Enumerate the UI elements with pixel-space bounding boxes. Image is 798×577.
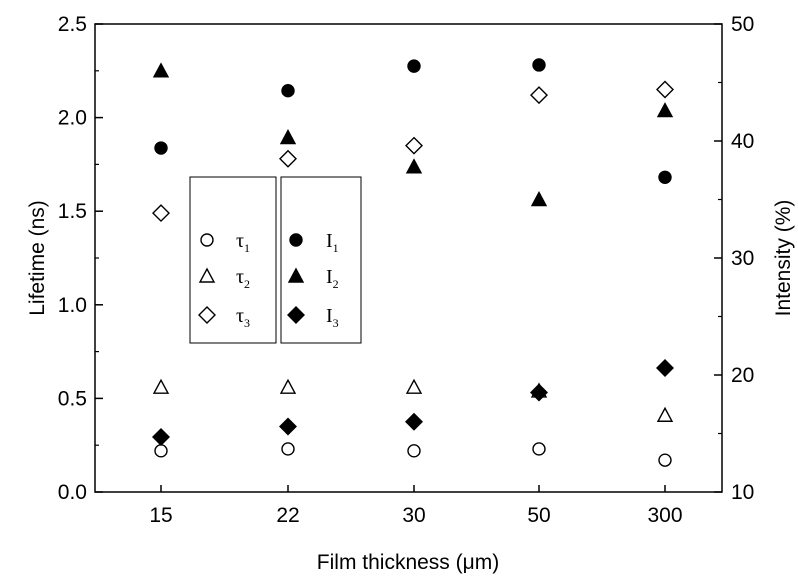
- legend-label: I1: [326, 230, 339, 255]
- y2-tick-label: 40: [731, 130, 754, 153]
- legend-marker: [200, 233, 214, 247]
- legend-marker: [287, 267, 305, 283]
- legend-label: τ3: [236, 305, 250, 330]
- data-point-diamond: [152, 428, 170, 446]
- data-point-triangle: [656, 406, 674, 422]
- legend-box-intensity: [280, 176, 362, 344]
- data-point-triangle: [279, 378, 297, 394]
- y2-tick-label: 20: [731, 364, 754, 387]
- y-tick-label: 1.0: [58, 294, 87, 317]
- legend-box-lifetime: [189, 176, 277, 344]
- data-point-circle: [658, 453, 672, 467]
- data-point-diamond: [656, 80, 674, 99]
- x-tick-label: 30: [402, 504, 425, 527]
- data-point-triangle: [405, 378, 423, 394]
- x-tick-label: 22: [276, 504, 299, 527]
- data-point-diamond: [405, 136, 423, 155]
- data-point-diamond: [279, 417, 297, 436]
- y-tick-label: 0.5: [58, 387, 87, 410]
- data-point-circle: [281, 83, 295, 98]
- y2-axis-ticks: 10 20 30 40 50: [714, 13, 754, 504]
- data-point-triangle: [656, 102, 674, 118]
- y-tick-label: 2.0: [58, 107, 87, 130]
- data-point-diamond: [152, 204, 170, 223]
- x-axis-ticks: 15 22 30 50 300: [149, 485, 683, 527]
- data-point-diamond: [405, 412, 423, 431]
- y-axis-ticks: 0.0 0.5 1.0 1.5 2.0 2.5: [58, 13, 103, 504]
- legend-marker: [198, 306, 216, 324]
- data-point-triangle: [530, 191, 548, 207]
- x-tick-label: 50: [527, 504, 550, 527]
- legend-marker: [289, 233, 303, 247]
- data-point-triangle: [405, 158, 423, 174]
- data-point-diamond: [279, 149, 297, 168]
- data-point-triangle: [152, 62, 170, 78]
- y-tick-label: 1.5: [58, 200, 87, 223]
- data-point-circle: [532, 58, 546, 72]
- legend-label: τ2: [236, 266, 250, 291]
- legend: τ1 τ2 τ3 I1 I2 I3: [189, 176, 362, 344]
- data-point-diamond: [530, 86, 548, 105]
- data-point-triangle: [279, 129, 297, 145]
- y2-tick-label: 30: [731, 247, 754, 270]
- y-axis-title: Lifetime (ns): [26, 200, 49, 316]
- x-axis-title: Film thickness (μm): [317, 551, 499, 574]
- data-point-circle: [154, 444, 168, 458]
- data-point-circle: [532, 442, 546, 456]
- data-point-circle: [407, 59, 421, 73]
- y2-tick-label: 10: [731, 481, 754, 504]
- legend-label: τ1: [236, 230, 250, 255]
- data-point-diamond: [530, 383, 548, 402]
- y2-tick-label: 50: [731, 13, 754, 36]
- y-tick-label: 0.0: [58, 481, 87, 504]
- y2-axis-title: Intensity (%): [772, 200, 795, 317]
- data-marks: [152, 58, 674, 467]
- x-tick-label: 300: [647, 504, 682, 527]
- y-tick-label: 2.5: [58, 13, 87, 36]
- data-point-circle: [154, 141, 168, 155]
- data-point-triangle: [152, 378, 170, 394]
- legend-marker: [287, 306, 305, 324]
- legend-label: I2: [326, 266, 339, 291]
- data-point-circle: [281, 442, 295, 456]
- legend-marker: [198, 267, 216, 283]
- data-point-circle: [658, 170, 672, 184]
- legend-label: I3: [326, 305, 339, 330]
- x-tick-label: 15: [149, 504, 172, 527]
- data-point-diamond: [656, 358, 674, 377]
- data-point-circle: [407, 444, 421, 458]
